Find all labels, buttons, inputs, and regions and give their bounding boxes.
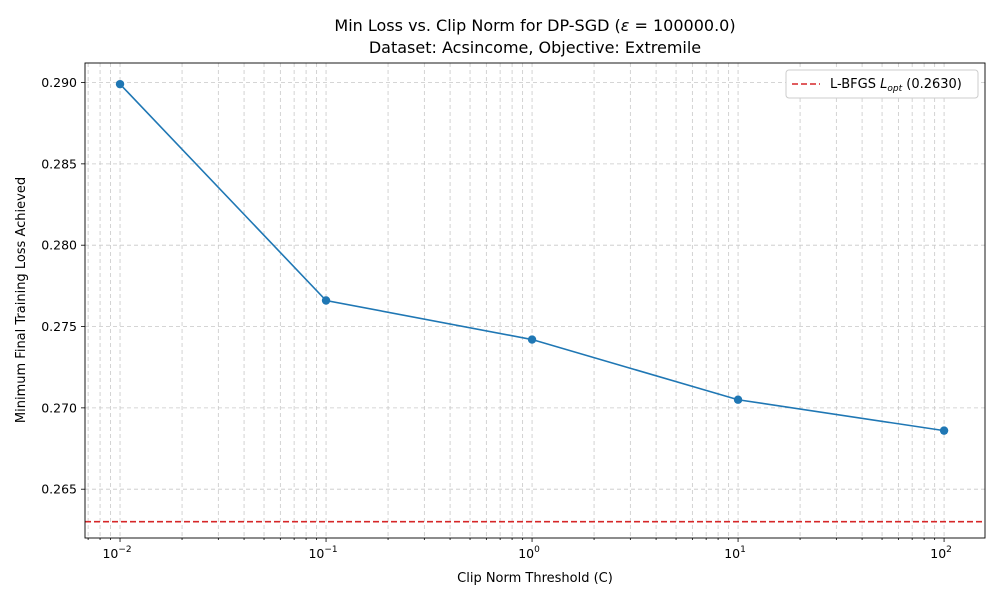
data-point: [527, 335, 537, 344]
y-tick-label: 0.265: [41, 482, 77, 497]
y-tick-label: 0.285: [41, 156, 77, 171]
y-tick-label: 0.275: [41, 319, 77, 334]
legend-box: [785, 69, 979, 99]
plot-frame: [84, 62, 986, 539]
chart-title: Min Loss vs. Clip Norm for DP-SGD (ε = 1…: [334, 16, 735, 35]
x-axis-ticks: 10−2 10−1 100 101 102: [87, 538, 952, 561]
x-tick-label: 10−1: [308, 545, 337, 561]
x-axis-label: Clip Norm Threshold (C): [457, 571, 613, 586]
data-point: [939, 426, 949, 435]
legend: L-BFGS Lopt (0.2630): [785, 69, 979, 99]
data-point: [733, 395, 743, 404]
x-tick-label: 102: [930, 545, 952, 561]
x-tick-label: 100: [518, 545, 540, 561]
chart-subtitle: Dataset: Acsincome, Objective: Extremile: [369, 38, 701, 57]
grid: [85, 63, 985, 538]
data-point: [115, 79, 125, 89]
legend-label: L-BFGS Lopt (0.2630): [830, 77, 962, 94]
series-points: [115, 79, 949, 435]
y-axis-ticks: 0.265 0.270 0.275 0.280 0.285 0.290: [41, 75, 85, 497]
y-tick-label: 0.270: [41, 400, 77, 415]
x-tick-label: 101: [724, 545, 746, 561]
y-axis-label: Minimum Final Training Loss Achieved: [14, 177, 29, 423]
y-tick-label: 0.280: [41, 238, 77, 253]
data-point: [321, 296, 331, 305]
x-tick-label: 10−2: [102, 545, 131, 561]
y-tick-label: 0.290: [41, 75, 77, 90]
